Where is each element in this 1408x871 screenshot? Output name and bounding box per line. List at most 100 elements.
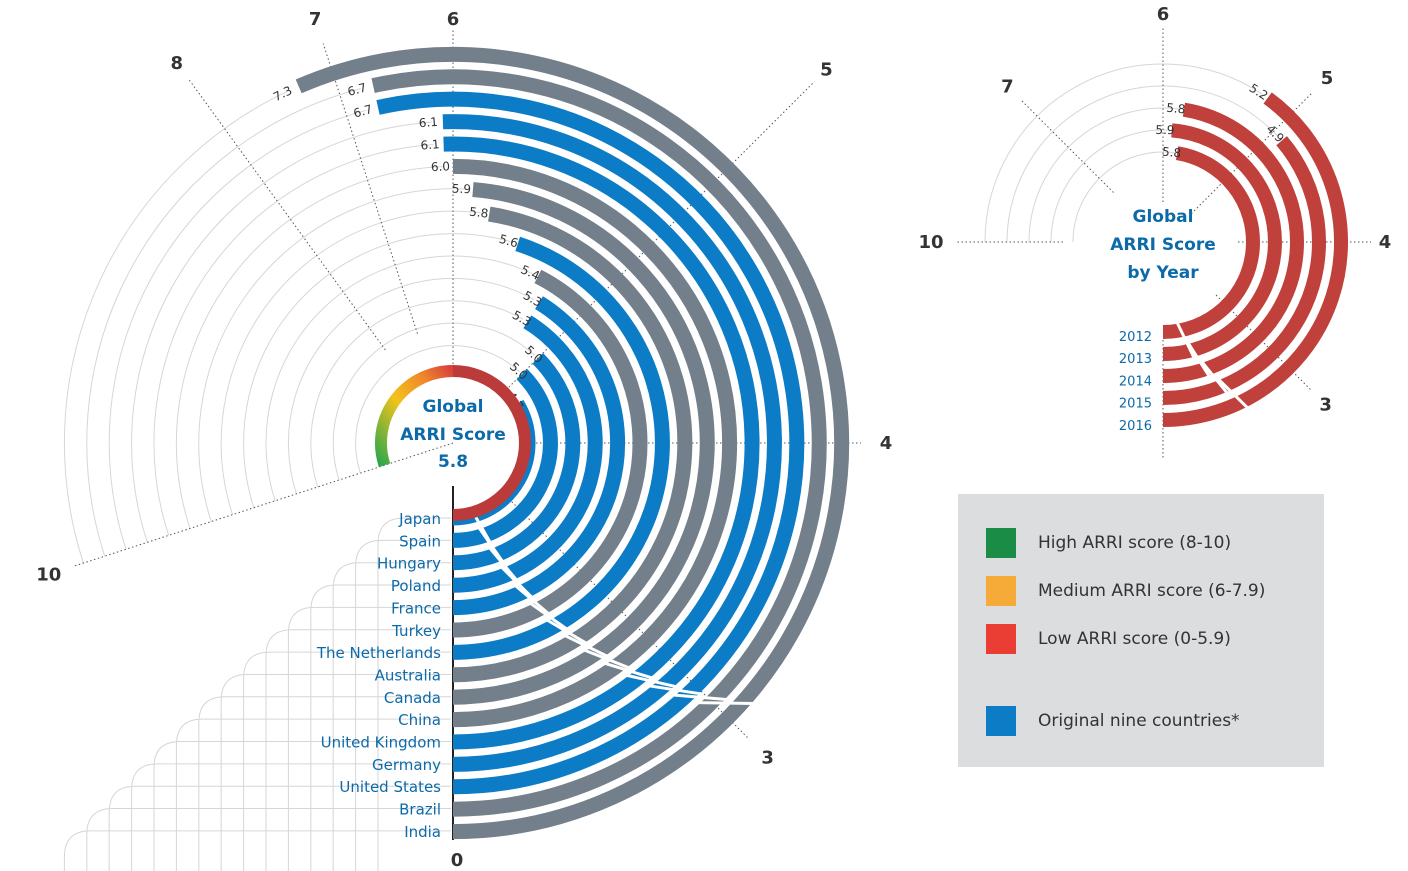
year-value-label: 5.9	[1155, 123, 1174, 137]
country-label: Germany	[372, 756, 441, 774]
bar-united-kingdom	[443, 136, 760, 750]
tick-label-5: 5	[820, 60, 833, 81]
year-tick-label-3: 3	[1319, 395, 1332, 416]
bar-united-states	[376, 91, 805, 795]
legend-label-original: Original nine countries*	[1038, 711, 1240, 731]
label-connector	[332, 562, 451, 871]
year-bar-cut	[1186, 342, 1211, 378]
bar-year-2016	[1162, 146, 1260, 339]
year-tick-line-3	[1215, 294, 1312, 391]
year-value-label: 5.8	[1161, 145, 1181, 161]
guide-arc	[175, 166, 444, 529]
legend-item-low: Low ARRI score (0-5.9)	[986, 624, 1231, 654]
label-connector	[220, 673, 451, 871]
bar-cut	[624, 673, 678, 689]
legend-swatch-medium	[986, 576, 1016, 606]
guide-arc	[310, 300, 524, 488]
tick-label-8: 8	[170, 53, 183, 74]
bar-cut	[513, 583, 551, 616]
legend-label-low: Low ARRI score (0-5.9)	[1038, 629, 1231, 649]
guide-arc	[86, 88, 361, 557]
year-bar-cut	[1175, 322, 1196, 359]
country-label: Poland	[391, 577, 441, 595]
label-connector	[377, 517, 451, 871]
centre-label-line: ARRI Score	[400, 425, 506, 445]
bar-cut-gaps	[468, 505, 755, 705]
tick-label-7: 7	[309, 9, 322, 30]
guide-arc	[287, 277, 535, 495]
value-label: 6.0	[431, 159, 451, 174]
year-guide-arc	[984, 63, 1263, 243]
tick-label-3: 3	[761, 748, 774, 769]
label-connector	[63, 830, 451, 871]
label-connector	[355, 539, 451, 871]
year-centre-label-line: Global	[1133, 207, 1194, 227]
country-radial-chart: 7 654381004.75.05.05.35.35.45.65.85.96.06…	[36, 9, 892, 871]
value-label: 7.3	[271, 83, 294, 104]
value-label: 5.6	[498, 232, 520, 251]
axis-ticks: 7 6 5 4 3 8 10 0	[36, 9, 892, 871]
year-guide-arc	[1006, 85, 1279, 243]
bar-cut	[528, 601, 569, 632]
guide-arc	[108, 109, 367, 550]
year-centre-label: Global ARRI Score by Year	[1110, 207, 1216, 283]
bar-china	[452, 158, 738, 728]
label-connector	[86, 808, 451, 871]
country-label: The Netherlands	[316, 644, 441, 662]
country-label: Hungary	[377, 555, 441, 573]
bar-hungary	[452, 352, 581, 571]
value-label: 6.7	[346, 80, 368, 99]
guide-arc	[153, 144, 434, 536]
bar-france	[452, 296, 626, 616]
label-connector	[131, 763, 451, 871]
country-label: Canada	[384, 689, 441, 707]
year-guide-arc	[1050, 129, 1168, 243]
year-label: 2013	[1119, 352, 1152, 367]
bar-germany	[442, 114, 782, 772]
year-labels: 2012 2013 2014 2015 2016	[1119, 330, 1152, 434]
bar-cut	[545, 618, 589, 646]
bar-cut	[487, 545, 519, 582]
guide-arc	[63, 91, 287, 564]
year-bar-cut	[1217, 378, 1249, 409]
year-bars	[1162, 92, 1348, 427]
year-label: 2014	[1119, 374, 1152, 389]
country-label: Spain	[399, 532, 441, 550]
year-tick-line-7	[1021, 100, 1114, 193]
country-bars	[295, 46, 850, 840]
bar-year-2012	[1162, 92, 1348, 427]
bar-canada	[452, 182, 715, 705]
value-label: 5.8	[469, 205, 490, 221]
bar-year-2014	[1162, 102, 1304, 383]
guide-arcs	[63, 88, 536, 871]
centre-score-value: 5.8	[438, 452, 468, 472]
tick-line-7	[322, 43, 418, 334]
guide-arc	[131, 121, 432, 543]
country-label: Turkey	[391, 622, 441, 640]
year-tick-label-10: 10	[918, 232, 943, 253]
bar-year-2013	[1162, 136, 1326, 405]
centre-ring-gradient	[375, 365, 454, 468]
bar-year-2015	[1162, 123, 1282, 361]
guide-arc	[220, 210, 482, 515]
tick-line-3	[505, 495, 749, 739]
bar-poland	[452, 315, 603, 593]
year-tick-label-4: 4	[1379, 232, 1392, 253]
year-centre-label-line: by Year	[1127, 263, 1199, 283]
bar-cut	[647, 684, 703, 696]
bar-cut	[477, 525, 505, 564]
label-connector	[310, 584, 451, 871]
legend-swatch-low	[986, 624, 1016, 654]
year-tick-label-7: 7	[1001, 76, 1014, 97]
centre-label: Global ARRI Score 5.8	[400, 397, 506, 472]
year-centre-label-line: ARRI Score	[1110, 235, 1216, 255]
label-connector	[153, 741, 451, 871]
bar-australia	[452, 206, 693, 683]
bar-cut	[603, 661, 654, 680]
centre-label-line: Global	[423, 397, 484, 417]
country-label: China	[398, 711, 441, 729]
legend-label-medium: Medium ARRI score (6-7.9)	[1038, 581, 1266, 601]
bar-cut	[563, 633, 609, 659]
label-connector	[108, 785, 451, 871]
